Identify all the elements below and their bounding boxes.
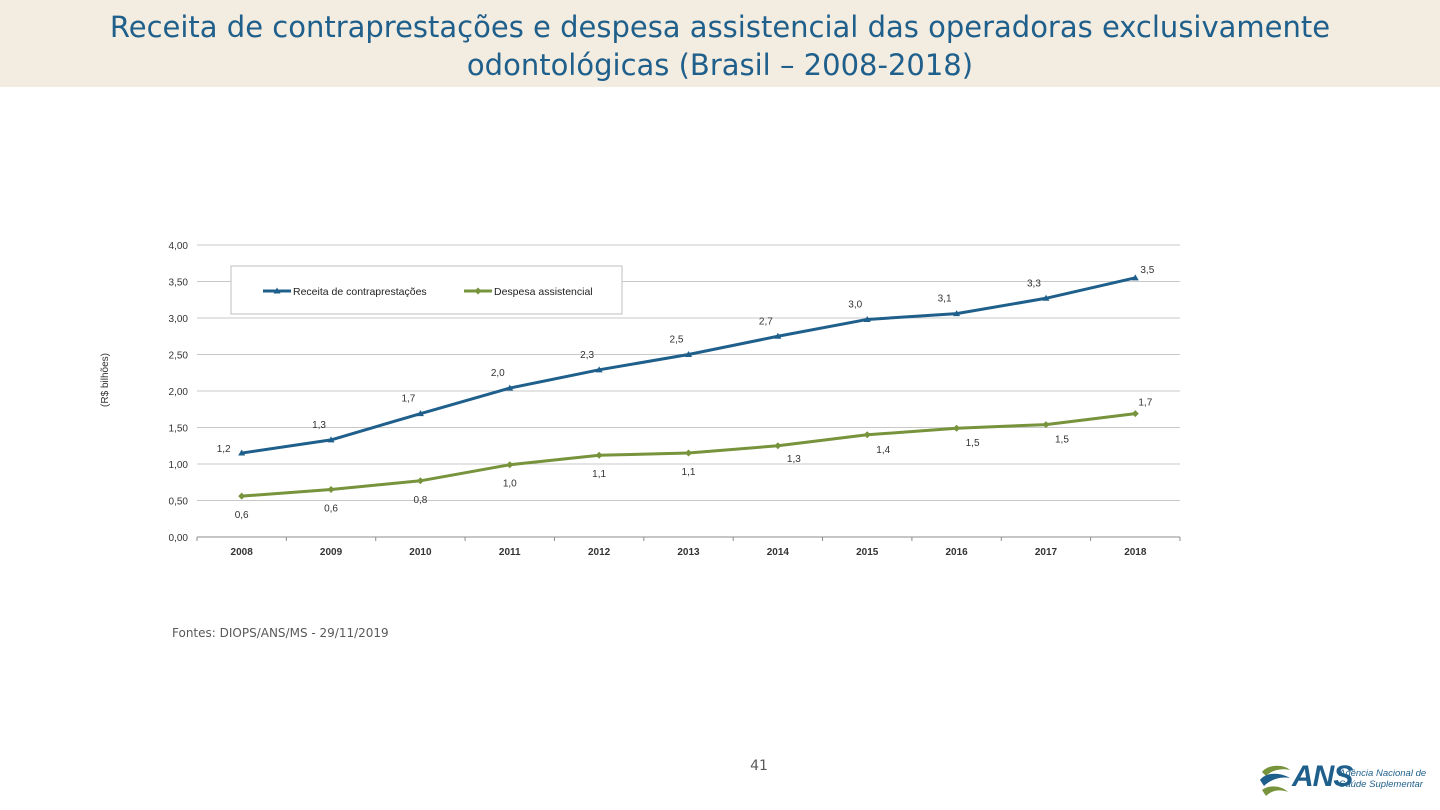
ans-logo-icon [1260, 765, 1290, 796]
receita-point [774, 332, 782, 339]
receita-point [506, 384, 514, 391]
y-tick-label: 3,00 [169, 314, 189, 325]
despesa-point [416, 477, 424, 485]
receita-point [863, 315, 871, 322]
y-tick-label: 3,50 [169, 278, 189, 289]
y-tick-label: 2,00 [169, 387, 189, 398]
despesa-point [774, 442, 782, 450]
receita-point [685, 351, 692, 357]
despesa-data-label: 1,0 [503, 479, 517, 490]
x-tick-label: 2016 [945, 547, 968, 558]
x-tick-label: 2012 [588, 547, 611, 558]
y-axis-label: (R$ bilhões) [100, 353, 111, 407]
receita-point [327, 436, 335, 443]
despesa-point [595, 451, 603, 459]
x-tick-label: 2010 [409, 547, 432, 558]
x-tick-label: 2014 [767, 547, 790, 558]
y-tick-label: 4,00 [169, 241, 189, 252]
y-tick-label: 0,50 [169, 497, 189, 508]
despesa-data-label: 0,8 [413, 495, 427, 506]
despesa-data-label: 1,7 [1138, 398, 1152, 409]
source-note: Fontes: DIOPS/ANS/MS - 29/11/2019 [172, 626, 389, 640]
receita-data-label: 3,1 [938, 294, 952, 305]
x-tick-label: 2008 [231, 547, 254, 558]
receita-data-label: 3,5 [1140, 265, 1154, 276]
logo-wordmark: ANS [1292, 760, 1353, 793]
receita-data-label: 2,0 [491, 368, 505, 379]
despesa-point [1131, 410, 1139, 418]
receita-data-label: 1,7 [401, 394, 415, 405]
receita-data-label: 2,3 [580, 350, 594, 361]
logo-subtitle-line1: Agência Nacional de [1339, 768, 1427, 779]
receita-point [238, 449, 246, 456]
receita-point [1131, 274, 1139, 281]
despesa-data-label: 1,1 [592, 469, 606, 480]
y-tick-label: 2,50 [169, 351, 189, 362]
x-tick-label: 2015 [856, 547, 879, 558]
receita-data-label: 3,3 [1027, 278, 1041, 289]
receita-data-label: 2,5 [670, 335, 684, 346]
receita-data-label: 1,2 [217, 444, 231, 455]
legend-label: Despesa assistencial [494, 286, 593, 298]
despesa-point [327, 486, 335, 494]
logo-subtitle-line2: Saúde Suplementar [1339, 779, 1423, 790]
page-number: 41 [750, 758, 768, 774]
receita-point [416, 410, 424, 417]
despesa-data-label: 1,4 [876, 445, 890, 456]
x-tick-label: 2009 [320, 547, 343, 558]
despesa-point [1042, 421, 1050, 429]
receita-data-label: 2,7 [759, 316, 773, 327]
legend-marker-despesa [474, 287, 482, 295]
x-tick-label: 2017 [1035, 547, 1058, 558]
receita-data-label: 1,3 [312, 420, 326, 431]
despesa-data-label: 1,1 [682, 467, 696, 478]
despesa-point [685, 449, 692, 457]
despesa-data-label: 1,5 [1055, 435, 1069, 446]
legend-marker-receita [273, 287, 281, 294]
y-tick-label: 1,50 [169, 424, 189, 435]
despesa-point [953, 424, 961, 432]
despesa-data-label: 0,6 [235, 510, 249, 521]
receita-data-label: 3,0 [848, 299, 862, 310]
legend-box [230, 265, 623, 315]
despesa-point [238, 492, 246, 500]
receita-point [1042, 294, 1050, 301]
x-tick-label: 2013 [677, 547, 700, 558]
despesa-point [863, 431, 871, 439]
despesa-data-label: 0,6 [324, 504, 338, 515]
receita-point [595, 366, 603, 373]
receita-point [953, 310, 961, 317]
ans-logo: ANS Agência Nacional de Saúde Suplementa… [1258, 760, 1433, 800]
title-band [0, 0, 1440, 87]
slide-title: Receita de contraprestações e despesa as… [109, 10, 1331, 82]
x-tick-label: 2011 [499, 547, 521, 558]
despesa-point [506, 461, 514, 469]
x-tick-label: 2018 [1124, 547, 1147, 558]
despesa-data-label: 1,3 [787, 454, 801, 465]
legend-label: Receita de contraprestações [293, 286, 427, 298]
y-tick-label: 0,00 [169, 533, 189, 544]
y-tick-label: 1,00 [169, 460, 189, 471]
logo-subtitle: Agência Nacional de Saúde Suplementar [1339, 768, 1426, 790]
despesa-data-label: 1,5 [966, 438, 980, 449]
